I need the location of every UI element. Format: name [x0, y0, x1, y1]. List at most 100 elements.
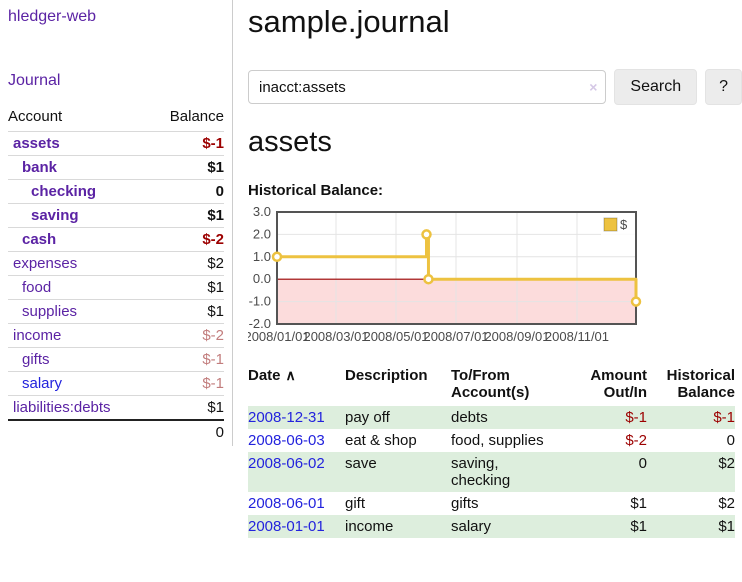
account-link-assets[interactable]: assets: [13, 135, 60, 152]
main-content: sample.journal × Search ? assets Histori…: [248, 0, 742, 538]
transaction-balance: $2: [718, 495, 735, 512]
clear-search-icon[interactable]: ×: [589, 79, 598, 95]
transaction-amount: $1: [630, 495, 647, 512]
account-balance: $2: [207, 255, 224, 272]
account-link-cash[interactable]: cash: [22, 231, 57, 248]
search-button[interactable]: Search: [614, 69, 698, 105]
y-tick-label: 0.0: [253, 271, 271, 286]
account-balance: $-1: [202, 135, 224, 152]
transaction-date-link[interactable]: 2008-01-01: [248, 518, 325, 535]
transaction-row: 2008-01-01 income salary $1 $1: [248, 515, 735, 538]
transaction-date-link[interactable]: 2008-06-03: [248, 432, 325, 449]
transaction-description: save: [345, 455, 377, 472]
transaction-accounts: saving, checking: [451, 455, 511, 489]
transaction-accounts: debts: [451, 409, 488, 426]
account-balance: $-1: [202, 351, 224, 368]
x-tick-label: 2008/01/01: [248, 329, 310, 344]
accounts-total-spacer: [8, 420, 149, 444]
chart-heading: Historical Balance:: [248, 182, 384, 199]
app-title-link[interactable]: hledger-web: [8, 8, 97, 25]
column-header-amount: Amount Out/In: [590, 367, 647, 401]
column-header-description: Description: [345, 367, 428, 384]
page-title: sample.journal: [248, 4, 450, 39]
account-link-bank[interactable]: bank: [22, 159, 58, 176]
transaction-date-link[interactable]: 2008-06-02: [248, 455, 325, 472]
transaction-balance: $-1: [713, 409, 735, 426]
column-header-date[interactable]: Date ∧: [248, 367, 296, 384]
account-link-supplies[interactable]: supplies: [22, 303, 78, 320]
transaction-description: gift: [345, 495, 366, 512]
account-heading: assets: [248, 126, 332, 158]
transaction-row: 2008-12-31 pay off debts $-1 $-1: [248, 406, 735, 429]
transaction-amount: $-2: [625, 432, 647, 449]
accounts-body: assets $-1 bank $1 checking 0 saving $1 cash $-2 e…: [8, 131, 224, 421]
account-balance: $-2: [202, 231, 224, 248]
account-row: checking 0: [8, 179, 224, 204]
transaction-date-link[interactable]: 2008-06-01: [248, 495, 325, 512]
accounts-total-value: 0: [215, 424, 224, 441]
y-tick-label: 1.0: [253, 249, 271, 264]
sidebar-item-journal[interactable]: Journal: [8, 72, 61, 89]
plot-border: [276, 211, 637, 325]
accounts-total-row: 0: [8, 420, 224, 444]
transaction-amount: $-1: [625, 409, 647, 426]
account-balance: $1: [207, 207, 224, 224]
account-row: assets $-1: [8, 131, 224, 156]
x-tick-label: 2008/11/01: [545, 329, 609, 344]
account-balance: $1: [207, 399, 224, 416]
account-row: supplies $1: [8, 299, 224, 324]
account-balance: 0: [215, 183, 224, 200]
account-row: bank $1: [8, 155, 224, 180]
legend-label: $: [620, 217, 628, 232]
account-balance: $1: [207, 303, 224, 320]
account-link-liabilities-debts[interactable]: liabilities:debts: [13, 399, 111, 416]
account-link-expenses[interactable]: expenses: [13, 255, 78, 272]
account-link-salary[interactable]: salary: [22, 375, 63, 392]
help-button[interactable]: ?: [705, 69, 742, 105]
account-row: income $-2: [8, 323, 224, 348]
y-tick-label: 2.0: [253, 226, 271, 241]
account-row: saving $1: [8, 203, 224, 228]
sort-asc-icon: ∧: [285, 367, 296, 383]
transaction-balance: $2: [718, 455, 735, 472]
x-tick-label: 2008/09/01: [484, 329, 549, 344]
transaction-accounts: food, supplies: [451, 432, 544, 449]
transaction-description: eat & shop: [345, 432, 417, 449]
transaction-row: 2008-06-03 eat & shop food, supplies $-2 0: [248, 429, 735, 452]
account-balance: $1: [207, 159, 224, 176]
account-link-gifts[interactable]: gifts: [22, 351, 50, 368]
transaction-row: 2008-06-01 gift gifts $1 $2: [248, 492, 735, 515]
transaction-accounts: salary: [451, 518, 492, 535]
register-table: Date ∧ Description To/From Account(s) Amo…: [248, 364, 735, 538]
transaction-amount: 0: [638, 455, 647, 472]
y-tick-label: -2.0: [249, 316, 271, 331]
column-header-balance: Historical Balance: [666, 367, 735, 401]
accounts-col-account: Account: [8, 108, 63, 125]
account-row: expenses $2: [8, 251, 224, 276]
register-body: 2008-12-31 pay off debts $-1 $-1 2008-06-03 ea…: [248, 406, 735, 538]
account-row: salary $-1: [8, 371, 224, 396]
account-row: gifts $-1: [8, 347, 224, 372]
account-balance: $-2: [202, 327, 224, 344]
account-balance: $1: [207, 279, 224, 296]
y-tick-label: -1.0: [249, 294, 271, 309]
historical-balance-chart: $3.0 2.0 1.0 0.0 -1.0 -2.0 2008/01/01 2008/03/0…: [248, 205, 742, 347]
transaction-date-link[interactable]: 2008-12-31: [248, 409, 325, 426]
y-tick-label: 3.0: [253, 205, 271, 219]
transaction-row: 2008-06-02 save saving, checking 0 $2: [248, 452, 735, 492]
column-header-accounts: To/From Account(s): [451, 367, 530, 401]
sidebar: hledger-web Journal Account Balance asse…: [0, 0, 233, 446]
account-link-saving[interactable]: saving: [31, 207, 79, 224]
account-link-income[interactable]: income: [13, 327, 62, 344]
account-link-checking[interactable]: checking: [31, 183, 97, 200]
x-tick-label: 2008/07/01: [423, 329, 488, 344]
legend-swatch: [603, 217, 618, 232]
data-point-marker: [630, 296, 642, 307]
account-link-food[interactable]: food: [22, 279, 52, 296]
account-balance: $-1: [202, 375, 224, 392]
search-input[interactable]: [248, 70, 607, 104]
x-tick-label: 2008/03/01: [303, 329, 368, 344]
transaction-description: pay off: [345, 409, 390, 426]
x-tick-label: 2008/05/01: [363, 329, 428, 344]
account-row: food $1: [8, 275, 224, 300]
